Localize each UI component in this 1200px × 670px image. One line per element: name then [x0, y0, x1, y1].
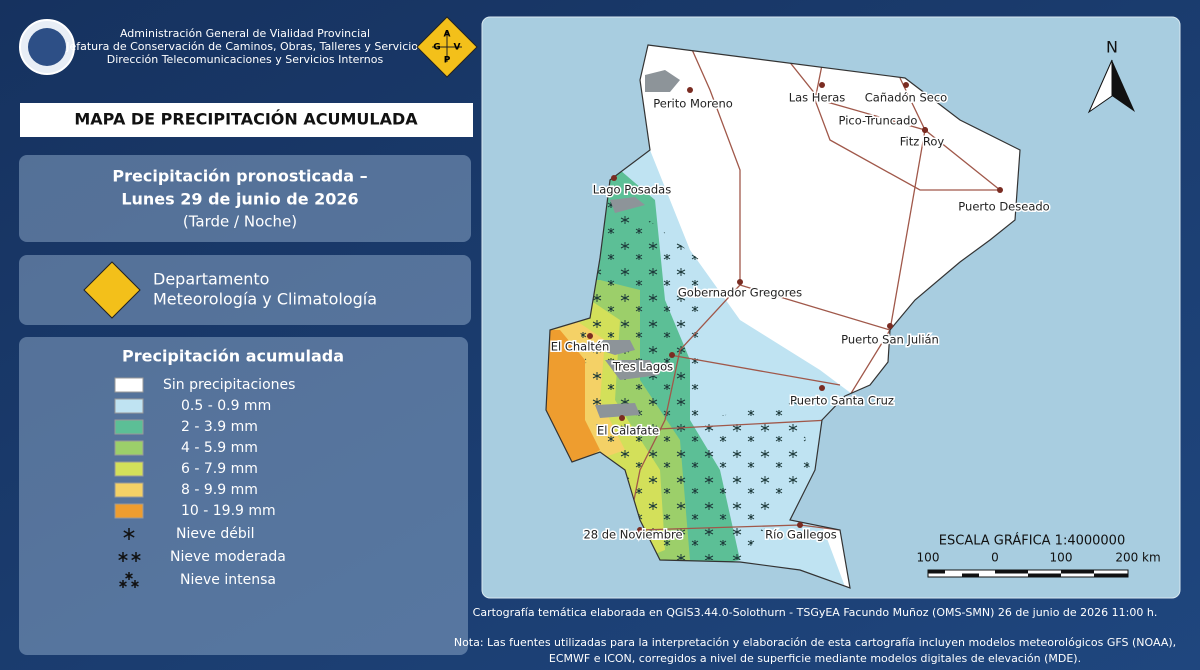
legend-label: Nieve débil: [176, 526, 255, 542]
legend-swatch: [114, 482, 144, 498]
forecast-period: (Tarde / Noche): [183, 213, 297, 231]
place-label: Perito Moreno: [653, 97, 733, 111]
place-dot: [687, 87, 693, 93]
scale-title: ESCALA GRÁFICA 1:4000000: [939, 533, 1125, 549]
legend-label: 10 - 19.9 mm: [181, 503, 276, 519]
legend-swatch: [114, 419, 144, 435]
legend-swatch: [114, 398, 144, 414]
place-label: Tres Lagos: [612, 360, 673, 374]
note: Nota: Las fuentes utilizadas para la int…: [454, 636, 1176, 649]
legend-swatch: [114, 503, 144, 519]
department-line: Meteorología y Climatología: [153, 290, 377, 309]
legend-label: 8 - 9.9 mm: [181, 482, 258, 498]
legend-label: 4 - 5.9 mm: [181, 440, 258, 456]
snow-symbol: [131, 580, 139, 588]
legend-swatch: [114, 377, 144, 393]
snow-symbol: [123, 528, 135, 540]
title: MAPA DE PRECIPITACIÓN ACUMULADA: [74, 110, 418, 129]
logo-letter: V: [454, 43, 461, 53]
legend-label: 6 - 7.9 mm: [181, 461, 258, 477]
place-dot: [819, 385, 825, 391]
place-label: 28 de Noviembre: [583, 528, 682, 542]
place-label: Gobernador Gregores: [678, 286, 802, 300]
place-dot: [737, 279, 743, 285]
department-line: Departamento: [153, 270, 269, 289]
note: ECMWF e ICON, corregidos a nivel de supe…: [549, 652, 1081, 665]
place-dot: [797, 522, 803, 528]
legend-label: 2 - 3.9 mm: [181, 419, 258, 435]
forecast-panel: [19, 155, 471, 242]
logo-letter: P: [444, 56, 451, 66]
place-label: Lago Posadas: [593, 183, 671, 197]
department-panel: [19, 255, 471, 325]
place-label: Las Heras: [789, 91, 846, 105]
snow-area: [580, 190, 810, 560]
title-box: [20, 103, 473, 137]
north-arrow: [1087, 59, 1113, 114]
scale-label: 0: [991, 551, 999, 565]
place-label: El Chaltén: [551, 340, 610, 354]
scale-label: 100: [917, 551, 940, 565]
forecast-date: Lunes 29 de junio de 2026: [121, 190, 358, 209]
place-dot: [637, 527, 643, 533]
legend-swatch: [114, 440, 144, 456]
scale-bar: [927, 569, 1129, 578]
legend-label: Nieve intensa: [180, 572, 276, 588]
legend-swatch: [114, 461, 144, 477]
north-label: N: [1106, 38, 1118, 57]
place-dot: [922, 127, 928, 133]
header-line: Dirección Telecomunicaciones y Servicios…: [107, 53, 384, 66]
places: Perito Moreno Las Heras Cañadón Seco Pico-T…: [549, 82, 1051, 543]
north-arrow: [1112, 60, 1135, 112]
snow-symbol: [125, 572, 133, 580]
place-label: Pico-Truncado: [839, 114, 918, 128]
place-label: Cañadón Seco: [865, 91, 947, 105]
legend-label: Sin precipitaciones: [163, 377, 295, 393]
place-label: Río Gallegos: [765, 528, 837, 542]
logo-letter: G: [433, 43, 440, 53]
place-dot: [997, 187, 1003, 193]
place-dot: [903, 82, 909, 88]
header-line: Administración General de Vialidad Provi…: [120, 27, 370, 40]
place-label: Fitz Roy: [900, 135, 945, 149]
snow-symbol: [119, 580, 127, 588]
place-label: Puerto Santa Cruz: [790, 394, 894, 408]
credit: Cartografía temática elaborada en QGIS3.…: [473, 606, 1158, 619]
legend-label: Nieve moderada: [170, 549, 286, 565]
legend-label: 0.5 - 0.9 mm: [181, 398, 271, 414]
place-dot: [619, 415, 625, 421]
scale-label: 200 km: [1115, 551, 1160, 565]
header-line: Jefatura de Conservación de Caminos, Obr…: [65, 40, 424, 53]
place-dot: [669, 352, 675, 358]
lakes: [595, 70, 680, 418]
place-dot: [611, 175, 617, 181]
snow-symbol: [118, 552, 128, 562]
place-dot: [587, 333, 593, 339]
forecast-line: Precipitación pronosticada –: [112, 167, 367, 186]
logo-letter: A: [444, 30, 451, 40]
scale-label: 100: [1050, 551, 1073, 565]
place-label: Puerto Deseado: [958, 200, 1049, 214]
agvp-cross: [432, 32, 462, 62]
legend: Sin precipitaciones 0.5 - 0.9 mm 2 - 3.9 m…: [114, 377, 295, 588]
place-label: El Calafate: [597, 424, 659, 438]
place-label: Puerto San Julián: [841, 333, 939, 347]
place-dot: [819, 82, 825, 88]
snow-symbol: [131, 552, 141, 562]
department-logo: [83, 261, 141, 319]
place-dot: [887, 323, 893, 329]
legend-title: Precipitación acumulada: [122, 347, 344, 366]
province-border: [545, 44, 1021, 589]
logo-inner: [28, 28, 66, 66]
